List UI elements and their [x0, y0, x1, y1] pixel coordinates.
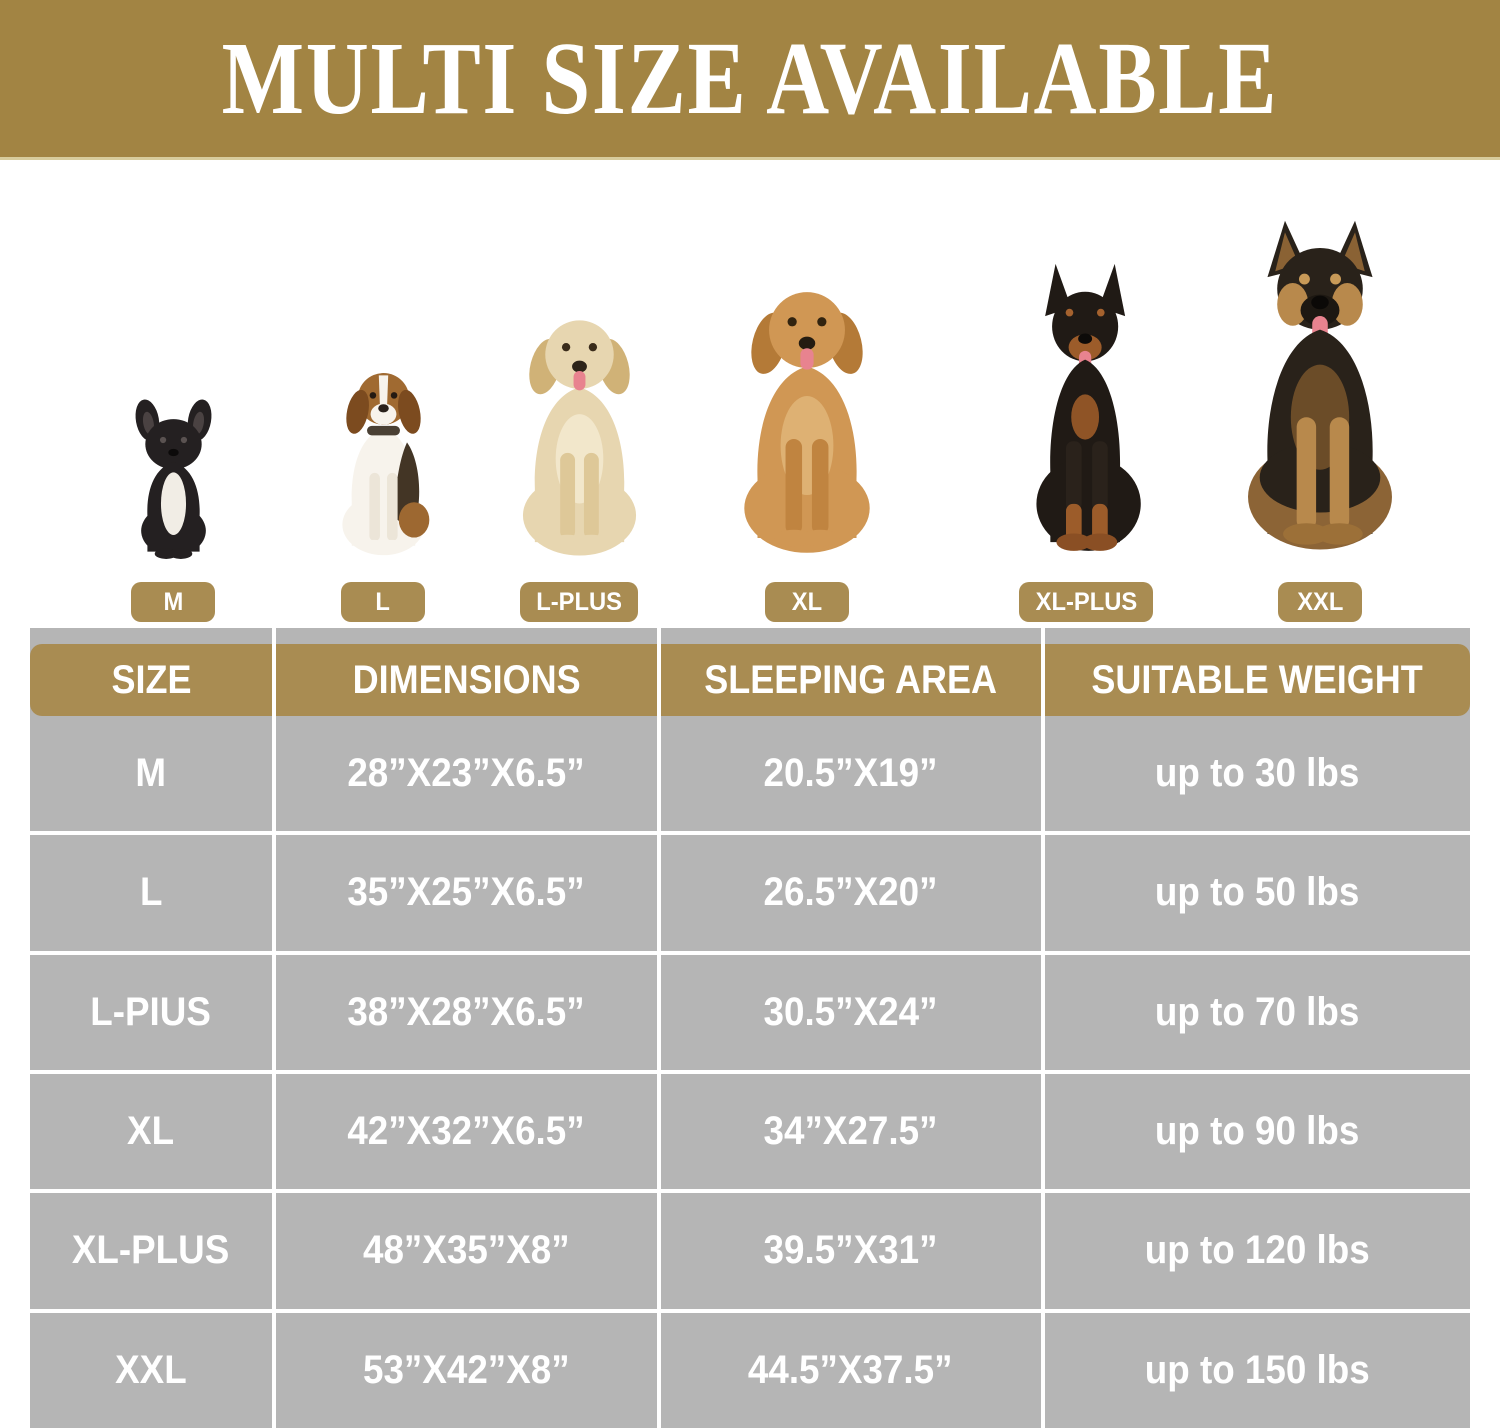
size-badge-xl-plus: XL-PLUS — [1018, 582, 1154, 622]
table-cell: XL-PLUS — [30, 1189, 272, 1308]
size-badge-label: L-PLUS — [536, 587, 622, 616]
dog-figure-l-plus: L-PLUS — [454, 163, 704, 628]
cell-text: up to 120 lbs — [1144, 1228, 1370, 1273]
size-badge-label: XXL — [1296, 587, 1344, 616]
table-column-cells: up to 30 lbs up to 50 lbs up to 70 lbs u… — [1044, 716, 1470, 1428]
size-badge-xxl: XXL — [1278, 582, 1362, 622]
cell-text: L — [139, 870, 163, 915]
table-cell: 34”X27.5” — [660, 1069, 1041, 1189]
table-header-suitable-weight: SUITABLE WEIGHT — [1044, 644, 1470, 716]
table-column-cells: M L L-PIUS XL XL-PLUS XXL — [30, 716, 272, 1428]
table-cell: up to 90 lbs — [1044, 1069, 1470, 1189]
table-column-size: SIZE M L L-PIUS XL XL-PLUS XXL — [30, 628, 272, 1428]
table-cell: L-PIUS — [30, 950, 272, 1070]
table-column-suitable-weight: SUITABLE WEIGHT up to 30 lbs up to 50 lb… — [1044, 628, 1470, 1428]
size-badge-label: XL-PLUS — [1035, 587, 1137, 616]
dog-figure-xl-plus: XL-PLUS — [961, 163, 1211, 628]
cell-text: 34”X27.5” — [763, 1109, 938, 1154]
table-cell: 39.5”X31” — [660, 1189, 1041, 1308]
cell-text: up to 70 lbs — [1155, 989, 1360, 1034]
table-cell: up to 150 lbs — [1044, 1308, 1470, 1428]
table-column-sleeping-area: SLEEPING AREA 20.5”X19” 26.5”X20” 30.5”X… — [660, 628, 1041, 1428]
table-column-cells: 28”X23”X6.5” 35”X25”X6.5” 38”X28”X6.5” 4… — [275, 716, 657, 1428]
table-cell: 28”X23”X6.5” — [276, 716, 657, 831]
beagle-photo — [341, 373, 429, 556]
table-header-sleeping-area: SLEEPING AREA — [660, 644, 1041, 716]
table-cell: L — [30, 831, 272, 950]
cell-text: 26.5”X20” — [763, 870, 938, 915]
cell-text: XL — [127, 1109, 175, 1154]
size-badge-label: XL — [791, 587, 823, 616]
table-cell: up to 70 lbs — [1044, 950, 1470, 1070]
size-table: SIZE M L L-PIUS XL XL-PLUS XXL DIMENSION… — [30, 628, 1470, 1428]
cell-text: L-PIUS — [90, 989, 212, 1034]
size-badge-xl: XL — [765, 582, 849, 622]
table-cell: up to 120 lbs — [1044, 1189, 1470, 1308]
cell-text: 44.5”X37.5” — [748, 1347, 953, 1392]
cell-text: 42”X32”X6.5” — [347, 1109, 586, 1154]
table-cell: XXL — [30, 1308, 272, 1428]
table-cell: 42”X32”X6.5” — [275, 1069, 657, 1189]
table-header-label: SUITABLE WEIGHT — [1091, 657, 1423, 702]
dog-figure-l: L — [258, 163, 508, 628]
size-badge-l-plus: L-PLUS — [519, 582, 639, 622]
cell-text: 39.5”X31” — [763, 1228, 938, 1273]
dog-figure-m: M — [48, 163, 298, 628]
table-cell: up to 30 lbs — [1045, 716, 1470, 831]
cell-text: up to 30 lbs — [1155, 751, 1360, 796]
table-cell: up to 50 lbs — [1044, 831, 1470, 950]
cell-text: up to 50 lbs — [1155, 870, 1360, 915]
table-cell: 48”X35”X8” — [275, 1189, 657, 1308]
table-header-dimensions: DIMENSIONS — [275, 644, 657, 716]
table-cell: XL — [30, 1069, 272, 1189]
size-badge-m: M — [131, 582, 215, 622]
german-shepherd-photo — [1248, 220, 1392, 550]
french-bulldog-photo — [135, 399, 211, 559]
cell-text: up to 150 lbs — [1144, 1347, 1370, 1392]
table-cell: M — [30, 716, 272, 831]
banner: MULTI SIZE AVAILABLE — [0, 0, 1500, 160]
table-header-label: SLEEPING AREA — [704, 657, 998, 702]
table-cell: 30.5”X24” — [660, 950, 1041, 1070]
cell-text: 28”X23”X6.5” — [347, 751, 586, 796]
table-cell: 53”X42”X8” — [275, 1308, 657, 1428]
size-badge-l: L — [341, 582, 425, 622]
cell-text: 35”X25”X6.5” — [347, 870, 586, 915]
cell-text: 48”X35”X8” — [363, 1228, 570, 1273]
cell-text: 20.5”X19” — [763, 751, 938, 796]
table-column-cells: 20.5”X19” 26.5”X20” 30.5”X24” 34”X27.5” … — [660, 716, 1041, 1428]
cell-text: XL-PLUS — [72, 1228, 230, 1273]
doberman-photo — [1036, 263, 1141, 551]
table-header-size: SIZE — [30, 644, 272, 716]
cream-golden-retriever-photo — [522, 320, 636, 556]
table-cell: 44.5”X37.5” — [660, 1308, 1041, 1428]
table-cell: 38”X28”X6.5” — [275, 950, 657, 1070]
page-title: MULTI SIZE AVAILABLE — [221, 21, 1279, 136]
table-cell: 26.5”X20” — [660, 831, 1041, 950]
cell-text: M — [135, 751, 167, 796]
size-badge-label: L — [375, 587, 391, 616]
cell-text: 30.5”X24” — [763, 989, 938, 1034]
cell-text: up to 90 lbs — [1155, 1109, 1360, 1154]
cell-text: XXL — [115, 1347, 187, 1392]
table-cell: 35”X25”X6.5” — [275, 831, 657, 950]
cell-text: 38”X28”X6.5” — [347, 989, 586, 1034]
table-column-dimensions: DIMENSIONS 28”X23”X6.5” 35”X25”X6.5” 38”… — [275, 628, 657, 1428]
dog-figure-xl: XL — [682, 163, 932, 628]
size-badge-label: M — [163, 587, 183, 616]
dog-size-row: M — [0, 163, 1500, 628]
table-cell: 20.5”X19” — [661, 716, 1041, 831]
golden-retriever-photo — [744, 292, 870, 553]
cell-text: 53”X42”X8” — [363, 1347, 570, 1392]
dog-figure-xxl: XXL — [1195, 163, 1445, 628]
table-header-label: DIMENSIONS — [352, 657, 581, 702]
table-header-label: SIZE — [110, 657, 191, 702]
